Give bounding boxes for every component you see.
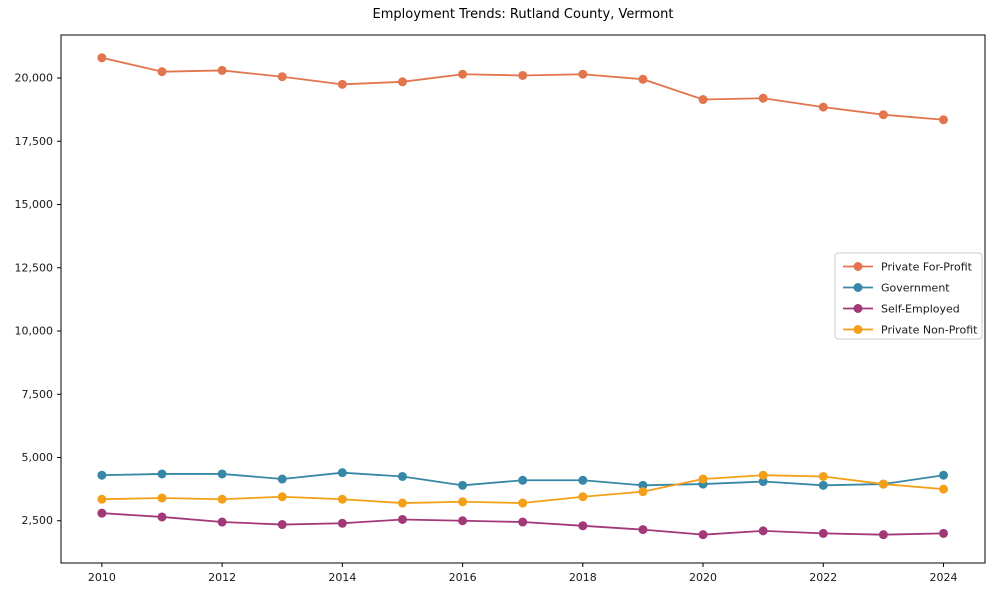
data-point-government <box>518 475 528 485</box>
data-point-government <box>758 477 768 487</box>
data-point-private-for-profit <box>458 69 468 79</box>
x-tick-label: 2024 <box>930 571 958 584</box>
data-point-self-employed <box>97 508 107 518</box>
legend-label-private-non-profit: Private Non-Profit <box>881 324 978 337</box>
data-point-private-for-profit <box>698 95 708 105</box>
data-point-private-non-profit <box>698 474 708 484</box>
data-point-private-for-profit <box>878 110 888 120</box>
data-point-government <box>157 469 167 479</box>
legend-label-private-for-profit: Private For-Profit <box>881 261 973 274</box>
data-point-government <box>337 468 347 478</box>
data-point-private-for-profit <box>397 77 407 87</box>
data-point-government <box>578 475 588 485</box>
data-point-self-employed <box>397 514 407 524</box>
data-point-private-for-profit <box>638 74 648 84</box>
data-point-government <box>818 480 828 490</box>
data-point-self-employed <box>458 516 468 526</box>
data-point-private-non-profit <box>458 497 468 507</box>
data-point-self-employed <box>217 517 227 527</box>
data-point-self-employed <box>638 525 648 535</box>
data-point-private-non-profit <box>939 484 949 494</box>
legend-marker-self-employed <box>853 304 863 313</box>
plot-border <box>60 34 986 564</box>
data-point-private-non-profit <box>397 498 407 508</box>
data-point-private-for-profit <box>97 53 107 63</box>
data-point-government <box>217 469 227 479</box>
legend-marker-government <box>853 283 863 292</box>
data-point-self-employed <box>758 526 768 536</box>
x-tick-label: 2010 <box>88 571 116 584</box>
data-point-private-non-profit <box>277 492 287 502</box>
data-point-private-for-profit <box>939 115 949 125</box>
data-point-government <box>939 470 949 480</box>
data-point-self-employed <box>939 528 949 538</box>
data-point-government <box>97 470 107 480</box>
data-point-private-non-profit <box>157 493 167 503</box>
data-point-private-for-profit <box>157 67 167 77</box>
data-point-private-for-profit <box>277 72 287 82</box>
data-point-private-non-profit <box>638 487 648 497</box>
data-point-self-employed <box>878 530 888 540</box>
data-point-private-non-profit <box>818 471 828 481</box>
data-point-self-employed <box>337 518 347 528</box>
data-point-self-employed <box>818 528 828 538</box>
legend-label-government: Government <box>881 282 950 295</box>
legend-box <box>834 252 983 340</box>
data-point-private-non-profit <box>217 494 227 504</box>
y-tick-label: 5,000 <box>22 451 54 464</box>
data-point-private-non-profit <box>878 479 888 489</box>
data-point-private-non-profit <box>518 498 528 508</box>
data-point-private-non-profit <box>337 494 347 504</box>
y-tick-label: 12,500 <box>15 261 54 274</box>
y-tick-label: 17,500 <box>15 135 54 148</box>
y-tick-label: 15,000 <box>15 198 54 211</box>
data-point-private-for-profit <box>758 93 768 103</box>
data-point-private-for-profit <box>818 102 828 112</box>
data-point-government <box>397 471 407 481</box>
data-point-private-for-profit <box>518 70 528 80</box>
y-tick-label: 7,500 <box>22 388 54 401</box>
y-tick-label: 10,000 <box>15 325 54 338</box>
data-point-private-for-profit <box>217 65 227 75</box>
legend-marker-private-non-profit <box>853 325 863 334</box>
x-tick-label: 2016 <box>449 571 477 584</box>
data-point-private-non-profit <box>97 494 107 504</box>
data-point-private-for-profit <box>337 79 347 89</box>
data-point-government <box>458 480 468 490</box>
y-tick-label: 20,000 <box>15 72 54 85</box>
data-point-private-for-profit <box>578 69 588 79</box>
x-tick-label: 2018 <box>569 571 597 584</box>
x-tick-label: 2014 <box>328 571 356 584</box>
legend-marker-private-for-profit <box>853 262 863 271</box>
y-tick-label: 2,500 <box>22 514 54 527</box>
data-point-government <box>277 474 287 484</box>
x-tick-label: 2012 <box>208 571 236 584</box>
series-line-private-for-profit <box>101 56 944 121</box>
data-point-self-employed <box>578 521 588 531</box>
data-point-private-non-profit <box>578 492 588 502</box>
x-tick-label: 2020 <box>689 571 717 584</box>
data-point-self-employed <box>277 520 287 530</box>
data-point-private-non-profit <box>758 470 768 480</box>
data-point-self-employed <box>698 530 708 540</box>
x-tick-label: 2022 <box>809 571 837 584</box>
data-point-self-employed <box>518 517 528 527</box>
data-point-government <box>638 480 648 490</box>
legend-label-self-employed: Self-Employed <box>881 303 960 316</box>
data-point-self-employed <box>157 512 167 522</box>
chart-title: Employment Trends: Rutland County, Vermo… <box>372 7 674 22</box>
